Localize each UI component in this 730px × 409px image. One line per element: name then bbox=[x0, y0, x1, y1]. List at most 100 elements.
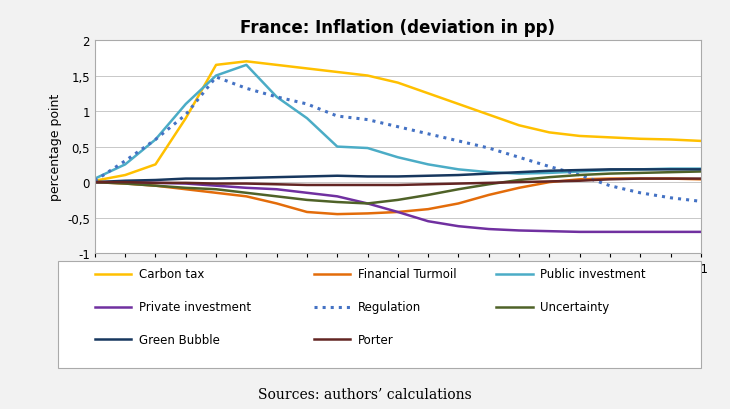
Carbon tax bbox=[182, 117, 191, 121]
Regulation bbox=[364, 118, 372, 123]
Public investment bbox=[636, 167, 645, 172]
Private investment bbox=[364, 202, 372, 207]
Financial Turmoil bbox=[182, 187, 191, 192]
Financial Turmoil bbox=[606, 177, 615, 182]
Text: Porter: Porter bbox=[358, 333, 393, 346]
Porter bbox=[423, 182, 432, 187]
Private investment bbox=[485, 227, 493, 232]
Regulation bbox=[393, 125, 402, 130]
Uncertainty bbox=[91, 180, 99, 185]
Private investment bbox=[423, 219, 432, 224]
Green Bubble bbox=[485, 172, 493, 177]
Porter bbox=[515, 180, 523, 185]
Uncertainty bbox=[636, 171, 645, 176]
Uncertainty bbox=[333, 200, 342, 205]
Carbon tax bbox=[91, 179, 99, 184]
Regulation bbox=[696, 199, 705, 204]
Public investment bbox=[545, 171, 554, 176]
Green Bubble bbox=[454, 173, 463, 178]
Regulation bbox=[212, 75, 220, 80]
Porter bbox=[575, 179, 584, 184]
Uncertainty bbox=[485, 182, 493, 187]
Private investment bbox=[454, 224, 463, 229]
Green Bubble bbox=[242, 176, 251, 181]
Uncertainty bbox=[272, 194, 281, 199]
Text: Sources: authors’ calculations: Sources: authors’ calculations bbox=[258, 387, 472, 401]
Public investment bbox=[272, 95, 281, 100]
Private investment bbox=[151, 181, 160, 186]
X-axis label: Quarters: Quarters bbox=[370, 281, 426, 294]
Carbon tax bbox=[454, 102, 463, 107]
Financial Turmoil bbox=[485, 193, 493, 198]
Carbon tax bbox=[545, 130, 554, 135]
Private investment bbox=[515, 229, 523, 234]
Carbon tax bbox=[272, 63, 281, 68]
Uncertainty bbox=[121, 182, 130, 187]
Green Bubble bbox=[272, 175, 281, 180]
Public investment bbox=[333, 145, 342, 150]
Carbon tax bbox=[303, 67, 312, 72]
Carbon tax bbox=[212, 63, 220, 68]
Regulation bbox=[242, 87, 251, 92]
Line: Regulation: Regulation bbox=[95, 78, 701, 202]
Private investment bbox=[212, 184, 220, 189]
Uncertainty bbox=[364, 202, 372, 207]
Text: Private investment: Private investment bbox=[139, 300, 251, 313]
Uncertainty bbox=[515, 178, 523, 183]
Regulation bbox=[182, 113, 191, 118]
Uncertainty bbox=[151, 184, 160, 189]
Line: Green Bubble: Green Bubble bbox=[95, 170, 701, 183]
Uncertainty bbox=[212, 187, 220, 192]
Line: Financial Turmoil: Financial Turmoil bbox=[95, 179, 701, 215]
Porter bbox=[485, 181, 493, 186]
Private investment bbox=[182, 182, 191, 187]
Green Bubble bbox=[333, 174, 342, 179]
Financial Turmoil bbox=[272, 202, 281, 207]
Private investment bbox=[91, 180, 99, 185]
Green Bubble bbox=[636, 167, 645, 172]
Porter bbox=[666, 177, 675, 182]
Carbon tax bbox=[393, 81, 402, 86]
Public investment bbox=[242, 63, 251, 68]
Porter bbox=[606, 178, 615, 182]
Text: Regulation: Regulation bbox=[358, 300, 421, 313]
Porter bbox=[212, 182, 220, 187]
Porter bbox=[151, 181, 160, 186]
Uncertainty bbox=[393, 198, 402, 203]
Green Bubble bbox=[606, 167, 615, 172]
Text: Uncertainty: Uncertainty bbox=[540, 300, 610, 313]
Financial Turmoil bbox=[91, 180, 99, 185]
Uncertainty bbox=[696, 170, 705, 175]
Uncertainty bbox=[545, 175, 554, 180]
Porter bbox=[636, 177, 645, 182]
Carbon tax bbox=[364, 74, 372, 79]
Green Bubble bbox=[303, 175, 312, 180]
Text: Green Bubble: Green Bubble bbox=[139, 333, 220, 346]
Financial Turmoil bbox=[121, 182, 130, 187]
Porter bbox=[393, 183, 402, 188]
Carbon tax bbox=[423, 92, 432, 97]
Uncertainty bbox=[182, 186, 191, 191]
Private investment bbox=[636, 230, 645, 235]
Regulation bbox=[121, 159, 130, 164]
Public investment bbox=[454, 167, 463, 172]
Public investment bbox=[606, 168, 615, 173]
Porter bbox=[696, 177, 705, 182]
Green Bubble bbox=[121, 179, 130, 184]
Regulation bbox=[515, 155, 523, 160]
Y-axis label: percentage point: percentage point bbox=[49, 94, 61, 201]
Uncertainty bbox=[303, 198, 312, 203]
Financial Turmoil bbox=[666, 177, 675, 182]
Private investment bbox=[575, 230, 584, 235]
Regulation bbox=[666, 196, 675, 201]
Uncertainty bbox=[242, 191, 251, 196]
Porter bbox=[333, 183, 342, 188]
Text: Financial Turmoil: Financial Turmoil bbox=[358, 267, 456, 281]
Porter bbox=[454, 182, 463, 187]
Regulation bbox=[575, 173, 584, 178]
Public investment bbox=[121, 162, 130, 167]
Carbon tax bbox=[696, 139, 705, 144]
Public investment bbox=[182, 102, 191, 107]
Public investment bbox=[393, 155, 402, 160]
Private investment bbox=[393, 210, 402, 215]
